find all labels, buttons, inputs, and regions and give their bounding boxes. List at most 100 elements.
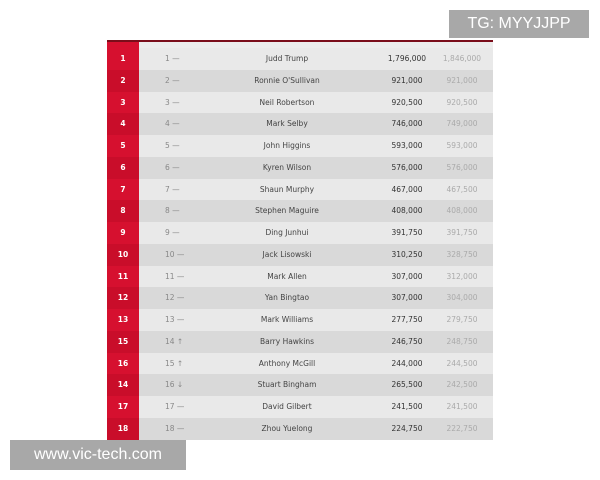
rank-cell: 4 xyxy=(107,113,139,135)
rank-cell: 14 xyxy=(107,374,139,396)
provisional-points-cell: 241,500 xyxy=(446,402,478,411)
points-cell: 391,750 xyxy=(391,228,423,237)
player-name-cell: Judd Trump xyxy=(265,54,309,63)
player-name-cell: Stephen Maguire xyxy=(255,206,319,216)
previous-rank-cell: 18 — xyxy=(165,423,185,433)
previous-rank-cell: 8 — xyxy=(165,206,180,216)
player-name-cell: Ding Junhui xyxy=(265,228,309,237)
points-cell: 277,750 xyxy=(391,315,423,324)
previous-rank-cell: 4 — xyxy=(165,119,180,129)
table-row: 13 13 — Mark Williams 277,750 279,750 xyxy=(107,309,493,331)
table-row: 5 5 — John Higgins 593,000 593,000 xyxy=(107,135,493,157)
rank-cell: 3 xyxy=(107,91,139,114)
table-row: 17 17 — David Gilbert 241,500 241,500 xyxy=(107,396,493,418)
player-name-cell: Mark Allen xyxy=(267,271,307,281)
rank-cell: 12 xyxy=(107,287,139,309)
points-cell: 746,000 xyxy=(391,119,423,129)
points-cell: 265,500 xyxy=(391,380,423,390)
points-cell: 408,000 xyxy=(391,206,423,216)
rank-cell: 11 xyxy=(107,265,139,288)
table-row: 3 3 — Neil Robertson 920,500 920,500 xyxy=(107,91,493,114)
previous-rank-cell: 7 — xyxy=(165,184,180,194)
rank-cell: 10 xyxy=(107,243,139,266)
points-cell: 310,250 xyxy=(391,249,423,259)
rank-cell: 16 xyxy=(107,352,139,375)
provisional-points-cell: 328,750 xyxy=(446,249,478,259)
previous-rank-cell: 11 — xyxy=(165,271,185,281)
previous-rank-cell: 2 — xyxy=(165,75,180,85)
points-cell: 467,000 xyxy=(391,184,423,194)
rank-cell: 7 xyxy=(107,178,139,201)
points-cell: 920,500 xyxy=(391,97,423,107)
player-name-cell: Ronnie O'Sullivan xyxy=(254,75,320,85)
previous-rank-cell: 14 ↑ xyxy=(165,336,184,346)
provisional-points-cell: 408,000 xyxy=(446,206,478,216)
previous-rank-cell: 16 ↓ xyxy=(165,380,184,390)
previous-rank-cell: 1 — xyxy=(165,54,180,63)
points-cell: 244,000 xyxy=(391,358,423,368)
provisional-points-cell: 312,000 xyxy=(446,271,478,281)
rank-cell: 5 xyxy=(107,135,139,157)
rank-cell: 2 xyxy=(107,69,139,92)
table-row: 8 8 — Stephen Maguire 408,000 408,000 xyxy=(107,200,493,222)
points-cell: 1,796,000 xyxy=(387,54,427,63)
previous-rank-cell: 6 — xyxy=(165,162,180,172)
previous-rank-cell: 5 — xyxy=(165,141,180,150)
table-row: 9 9 — Ding Junhui 391,750 391,750 xyxy=(107,222,493,244)
player-name-cell: Stuart Bingham xyxy=(257,380,317,390)
previous-rank-cell: 13 — xyxy=(165,315,185,324)
table-row: 16 15 ↑ Anthony McGill 244,000 244,500 xyxy=(107,352,493,375)
previous-rank-cell: 15 ↑ xyxy=(165,358,184,368)
provisional-points-cell: 391,750 xyxy=(446,228,478,237)
player-name-cell: Mark Selby xyxy=(266,119,308,129)
watermark-top-right: TG: MYYJJPP xyxy=(449,10,589,38)
provisional-points-cell: 920,500 xyxy=(446,97,478,107)
table-row: 10 10 — Jack Lisowski 310,250 328,750 xyxy=(107,243,493,266)
table-row: 6 6 — Kyren Wilson 576,000 576,000 xyxy=(107,156,493,179)
table-row: 4 4 — Mark Selby 746,000 749,000 xyxy=(107,113,493,135)
table-row: 7 7 — Shaun Murphy 467,000 467,500 xyxy=(107,178,493,201)
points-cell: 224,750 xyxy=(391,423,423,433)
player-name-cell: Mark Williams xyxy=(260,315,314,324)
provisional-points-cell: 467,500 xyxy=(446,184,478,194)
points-cell: 593,000 xyxy=(391,141,423,150)
provisional-points-cell: 1,846,000 xyxy=(442,54,482,63)
points-cell: 921,000 xyxy=(391,75,423,85)
rank-cell: 9 xyxy=(107,222,139,244)
provisional-points-cell: 921,000 xyxy=(446,75,478,85)
provisional-points-cell: 576,000 xyxy=(446,162,478,172)
provisional-points-cell: 749,000 xyxy=(446,119,478,129)
rank-cell: 13 xyxy=(107,309,139,331)
previous-rank-cell: 10 — xyxy=(165,249,185,259)
watermark-bottom-left: www.vic-tech.com xyxy=(10,440,186,470)
table-row: 12 12 — Yan Bingtao 307,000 304,000 xyxy=(107,287,493,309)
points-cell: 241,500 xyxy=(391,402,423,411)
points-cell: 576,000 xyxy=(391,162,423,172)
provisional-points-cell: 222,750 xyxy=(446,423,478,433)
player-name-cell: Jack Lisowski xyxy=(262,249,312,259)
previous-rank-cell: 17 — xyxy=(165,402,185,411)
provisional-points-cell: 593,000 xyxy=(446,141,478,150)
rank-cell: 6 xyxy=(107,156,139,179)
rank-cell: 1 xyxy=(107,48,139,70)
provisional-points-cell: 304,000 xyxy=(446,293,478,303)
table-row: 18 18 — Zhou Yuelong 224,750 222,750 xyxy=(107,417,493,440)
table-row: 2 2 — Ronnie O'Sullivan 921,000 921,000 xyxy=(107,69,493,92)
points-cell: 246,750 xyxy=(391,336,423,346)
points-cell: 307,000 xyxy=(391,271,423,281)
table-top-border xyxy=(107,40,493,42)
player-name-cell: Anthony McGill xyxy=(258,358,316,368)
previous-rank-cell: 3 — xyxy=(165,97,180,107)
player-name-cell: Barry Hawkins xyxy=(259,336,315,346)
player-name-cell: Shaun Murphy xyxy=(259,184,315,194)
points-cell: 307,000 xyxy=(391,293,423,303)
player-name-cell: Zhou Yuelong xyxy=(261,423,313,433)
player-name-cell: Kyren Wilson xyxy=(262,162,312,172)
previous-rank-cell: 12 — xyxy=(165,293,185,303)
provisional-points-cell: 244,500 xyxy=(446,358,478,368)
provisional-points-cell: 242,500 xyxy=(446,380,478,390)
rank-cell: 17 xyxy=(107,396,139,418)
table-row: 11 11 — Mark Allen 307,000 312,000 xyxy=(107,265,493,288)
provisional-points-cell: 279,750 xyxy=(446,315,478,324)
